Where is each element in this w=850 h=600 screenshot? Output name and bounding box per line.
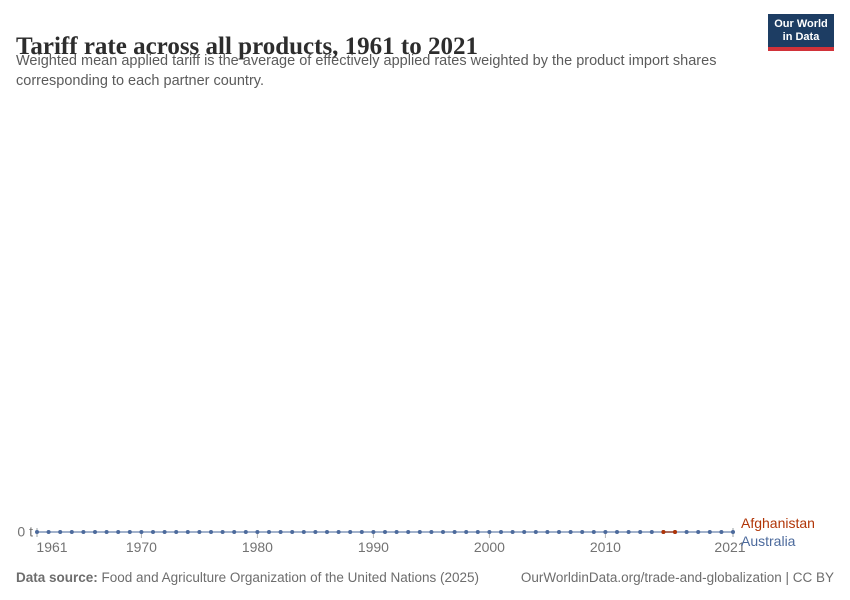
data-point-australia: [174, 530, 179, 534]
data-point-australia: [499, 530, 503, 534]
data-point-australia: [197, 530, 202, 534]
data-point-australia: [557, 530, 561, 534]
data-point-australia: [359, 530, 364, 534]
data-point-australia: [719, 530, 724, 534]
data-source-label: Data source:: [16, 570, 98, 585]
data-point-australia: [429, 530, 434, 534]
data-point-australia: [127, 530, 132, 534]
data-point-australia: [696, 530, 701, 534]
data-point-australia: [116, 530, 121, 534]
data-point-australia: [220, 530, 225, 534]
data-point-afghanistan: [673, 530, 677, 534]
data-point-australia: [35, 530, 39, 534]
data-point-australia: [731, 530, 735, 534]
x-tick-label: 1980: [242, 539, 273, 555]
data-point-australia: [615, 530, 619, 534]
data-point-australia: [278, 530, 283, 534]
subtitle-line-1: Weighted mean applied tariff is the aver…: [16, 53, 717, 69]
data-point-australia: [441, 530, 445, 534]
subtitle-line-2: corresponding to each partner country.: [16, 73, 264, 89]
data-point-australia: [185, 530, 190, 534]
legend: Afghanistan Australia: [741, 514, 815, 550]
data-point-australia: [348, 530, 353, 534]
data-point-australia: [232, 530, 237, 534]
data-point-australia: [255, 530, 260, 534]
x-tick-label: 1961: [36, 539, 67, 555]
data-point-australia: [209, 530, 213, 534]
attribution: OurWorldinData.org/trade-and-globalizati…: [521, 569, 834, 586]
data-point-australia: [383, 530, 387, 534]
data-point-australia: [267, 530, 271, 534]
data-point-australia: [81, 530, 86, 534]
data-point-australia: [46, 530, 51, 534]
data-point-australia: [69, 530, 74, 534]
data-point-australia: [533, 530, 538, 534]
data-point-australia: [568, 530, 573, 534]
data-point-australia: [626, 530, 631, 534]
data-point-australia: [93, 530, 97, 534]
x-tick-label: 2000: [474, 539, 505, 555]
data-point-australia: [301, 530, 306, 534]
data-point-australia: [151, 530, 155, 534]
data-point-australia: [603, 530, 608, 534]
x-tick-label: 1990: [358, 539, 389, 555]
data-source-text: Food and Agriculture Organization of the…: [97, 570, 480, 585]
data-point-australia: [638, 530, 643, 534]
data-point-australia: [104, 530, 109, 534]
x-tick-label: 1970: [126, 539, 157, 555]
chart-footer: Data source: Food and Agriculture Organi…: [16, 569, 834, 586]
data-point-australia: [591, 530, 596, 534]
data-point-australia: [684, 530, 689, 534]
owid-logo-text: Our World in Data: [774, 18, 828, 43]
data-point-australia: [406, 530, 411, 534]
data-point-australia: [325, 530, 329, 534]
owid-logo[interactable]: Our World in Data: [768, 14, 834, 51]
data-point-australia: [394, 530, 399, 534]
data-point-australia: [464, 530, 469, 534]
data-point-australia: [139, 530, 144, 534]
page-title: Tariff rate across all products, 1961 to…: [16, 32, 479, 60]
data-point-australia: [313, 530, 318, 534]
data-point-australia: [290, 530, 295, 534]
data-source: Data source: Food and Agriculture Organi…: [16, 569, 479, 586]
data-point-australia: [649, 530, 654, 534]
data-point-australia: [580, 530, 585, 534]
data-point-australia: [545, 530, 550, 534]
data-point-australia: [487, 530, 492, 534]
legend-item-afghanistan[interactable]: Afghanistan: [741, 515, 815, 531]
data-point-australia: [243, 530, 248, 534]
page-subtitle: Weighted mean applied tariff is the aver…: [16, 51, 756, 91]
legend-item-australia[interactable]: Australia: [741, 533, 796, 549]
data-point-australia: [510, 530, 515, 534]
data-point-australia: [522, 530, 527, 534]
data-point-afghanistan: [661, 530, 666, 534]
data-point-australia: [336, 530, 341, 534]
data-point-australia: [707, 530, 712, 534]
data-point-australia: [371, 530, 376, 534]
data-point-australia: [452, 530, 457, 534]
attribution-link[interactable]: OurWorldinData.org/trade-and-globalizati…: [520, 570, 782, 585]
data-point-australia: [162, 530, 167, 534]
x-tick-label: 2010: [590, 539, 621, 555]
attribution-license: | CC BY: [781, 570, 834, 585]
data-point-australia: [58, 530, 63, 534]
x-tick-label: 2021: [714, 539, 745, 555]
data-point-australia: [475, 530, 480, 534]
data-point-australia: [417, 530, 422, 534]
y-zero-label: 0 t: [17, 524, 33, 540]
